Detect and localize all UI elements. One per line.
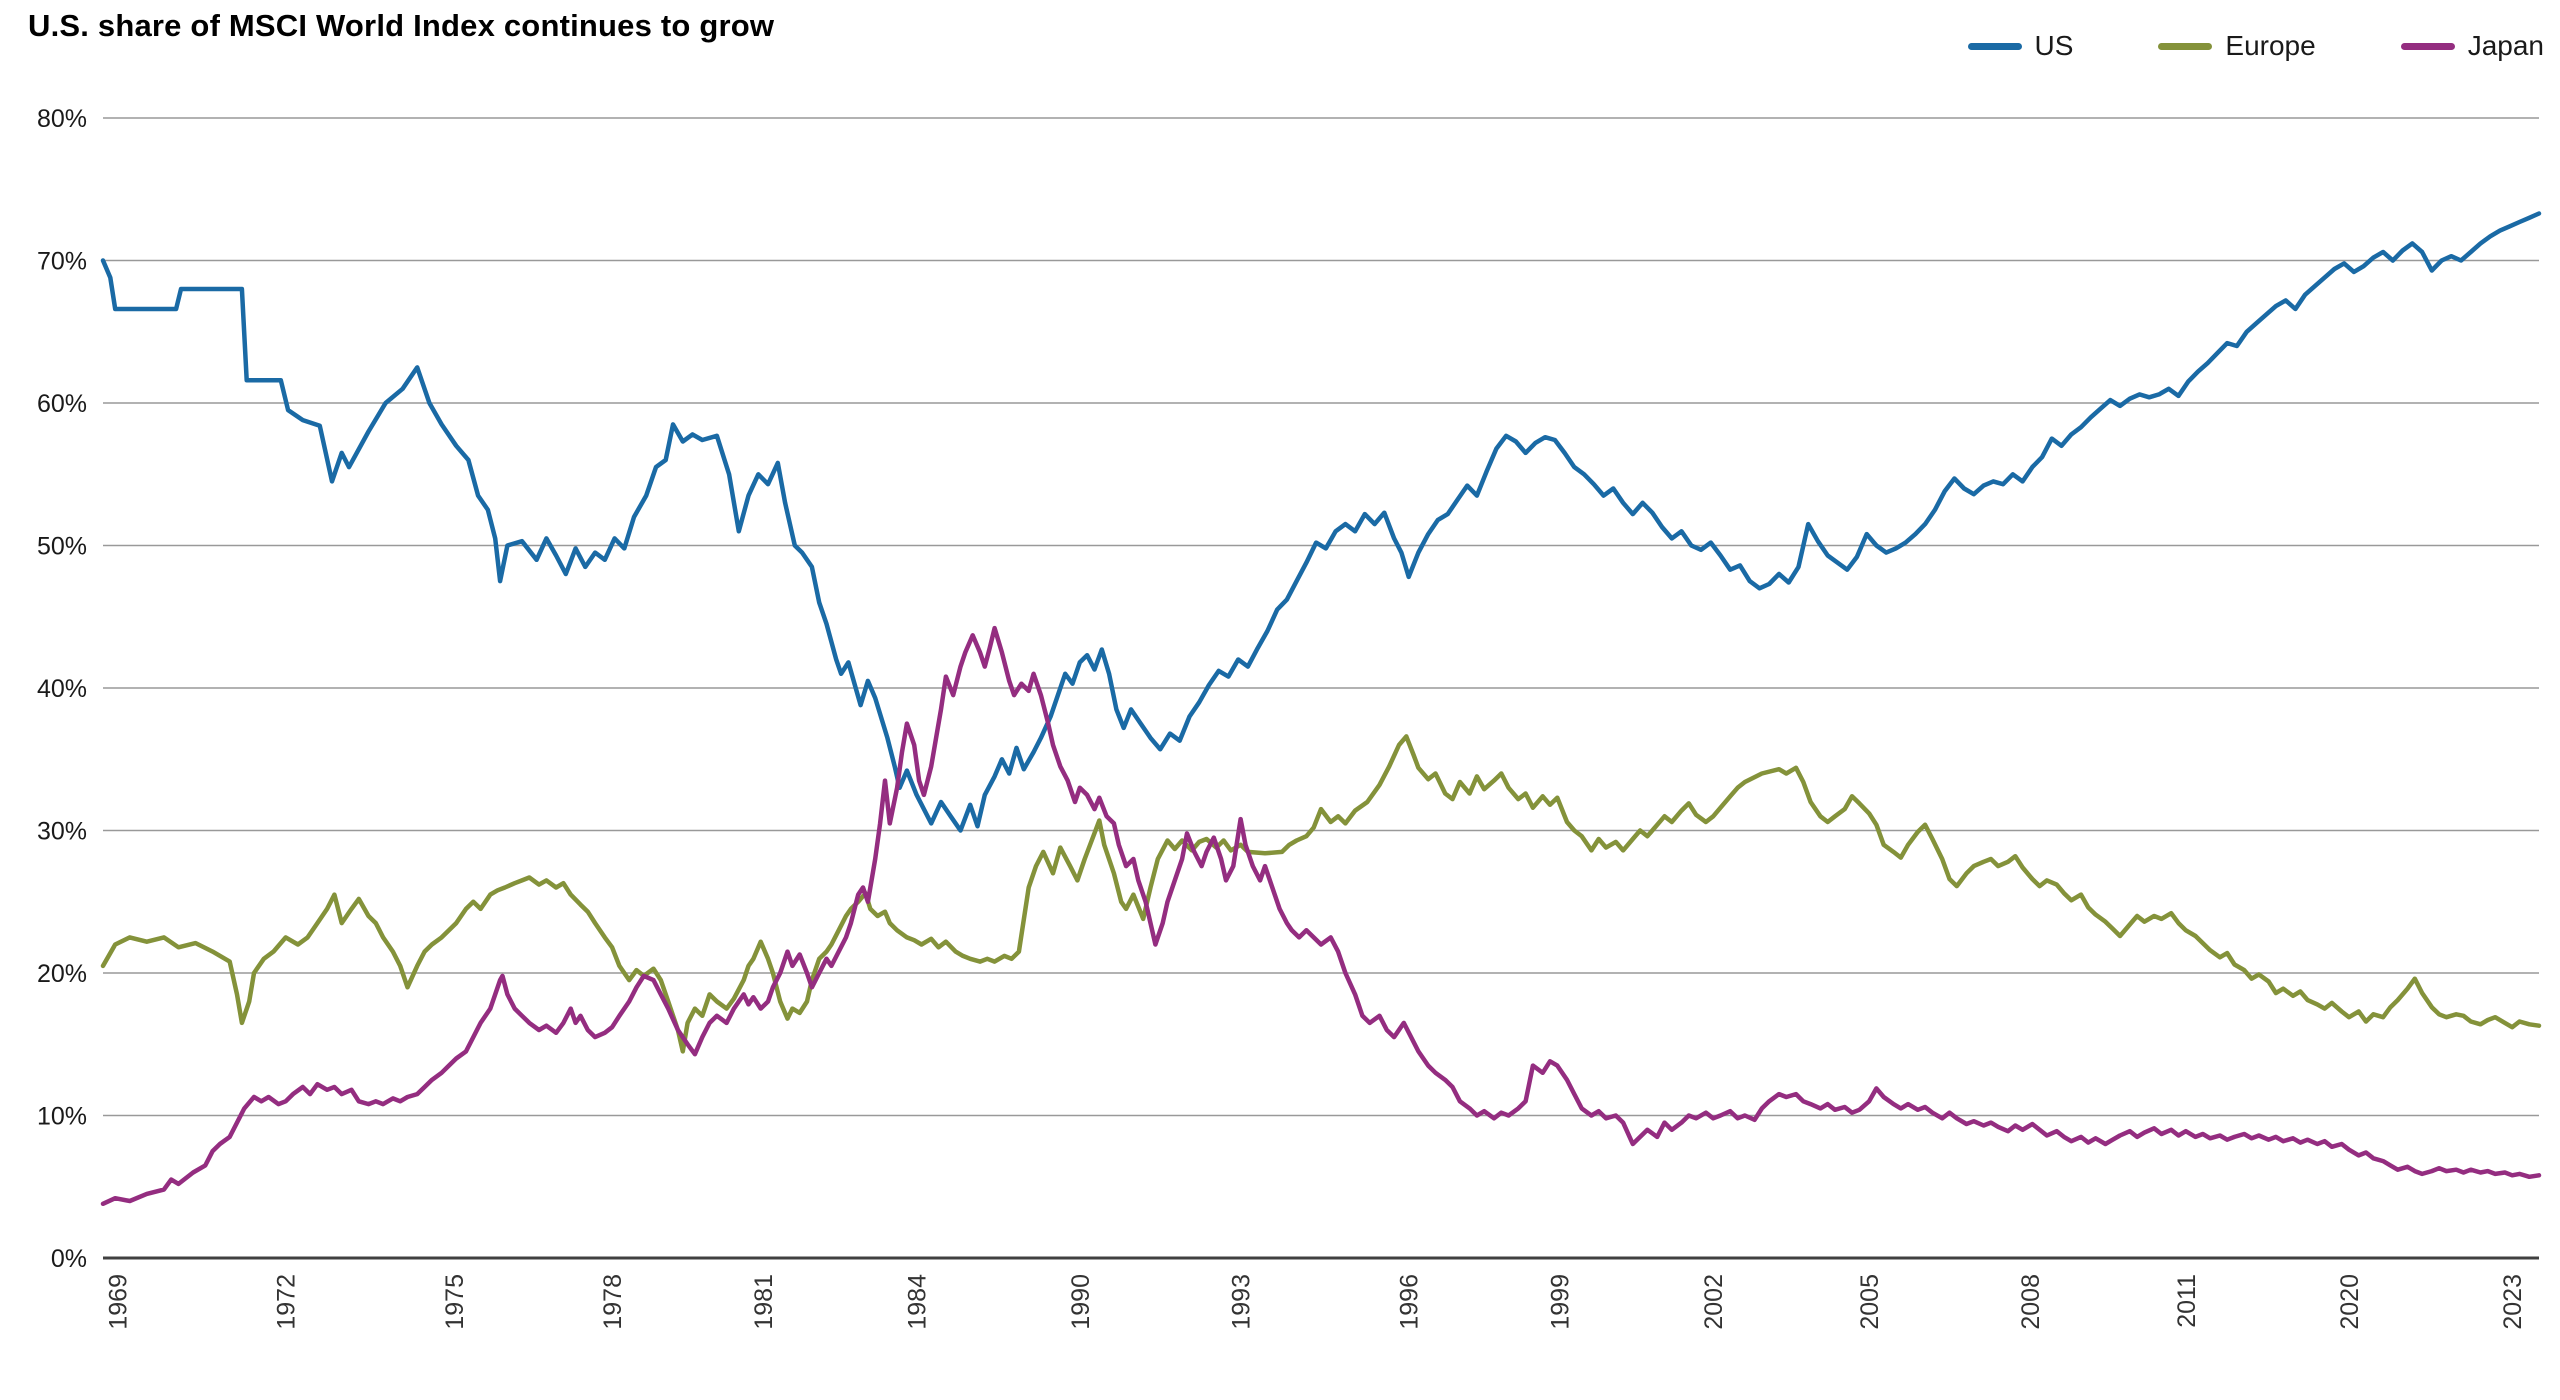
series-line-europe (100, 734, 2542, 1054)
legend-swatch-japan (2400, 42, 2455, 50)
x-tick-label-1969: 1969 (105, 1274, 133, 1330)
y-tick-label-60: 60% (37, 390, 87, 418)
x-tick-label-1996: 1996 (1396, 1274, 1424, 1330)
legend-item-europe: Europe (2158, 30, 2316, 62)
x-tick-label-1972: 1972 (273, 1274, 301, 1330)
legend-label-us: US (2034, 30, 2074, 61)
x-tick-label-1990: 1990 (1067, 1274, 1095, 1330)
y-tick-label-30: 30% (37, 818, 87, 846)
x-tick-label-2020: 2020 (2336, 1274, 2364, 1330)
x-tick-label-1975: 1975 (441, 1274, 469, 1330)
x-tick-label-2005: 2005 (1856, 1274, 1884, 1330)
legend-item-japan: Japan (2400, 30, 2544, 62)
x-tick-label-2011: 2011 (2173, 1274, 2201, 1328)
y-tick-label-20: 20% (37, 960, 87, 988)
y-tick-label-0: 0% (51, 1245, 87, 1273)
x-tick-label-1993: 1993 (1228, 1274, 1256, 1330)
x-tick-label-2008: 2008 (2017, 1274, 2045, 1330)
series-line-us (100, 211, 2542, 833)
chart-title: U.S. share of MSCI World Index continues… (28, 8, 775, 43)
y-tick-label-80: 80% (37, 105, 87, 133)
legend-swatch-us (1967, 42, 2022, 50)
x-tick-label-2023: 2023 (2499, 1274, 2527, 1330)
y-tick-label-50: 50% (37, 533, 87, 561)
x-tick-label-1984: 1984 (904, 1274, 932, 1330)
y-tick-label-40: 40% (37, 675, 87, 703)
x-tick-label-1981: 1981 (750, 1274, 778, 1330)
x-tick-label-1978: 1978 (599, 1274, 627, 1330)
y-tick-label-10: 10% (37, 1103, 87, 1131)
legend-label-europe: Europe (2225, 30, 2316, 61)
x-tick-label-1999: 1999 (1547, 1274, 1575, 1330)
legend-swatch-europe (2158, 42, 2213, 50)
x-tick-label-2002: 2002 (1700, 1274, 1728, 1330)
series-line-japan (100, 625, 2542, 1207)
legend: US Europe Japan (1967, 30, 2544, 62)
y-tick-label-70: 70% (37, 248, 87, 276)
legend-item-us: US (1967, 30, 2074, 62)
legend-label-japan: Japan (2467, 30, 2544, 61)
